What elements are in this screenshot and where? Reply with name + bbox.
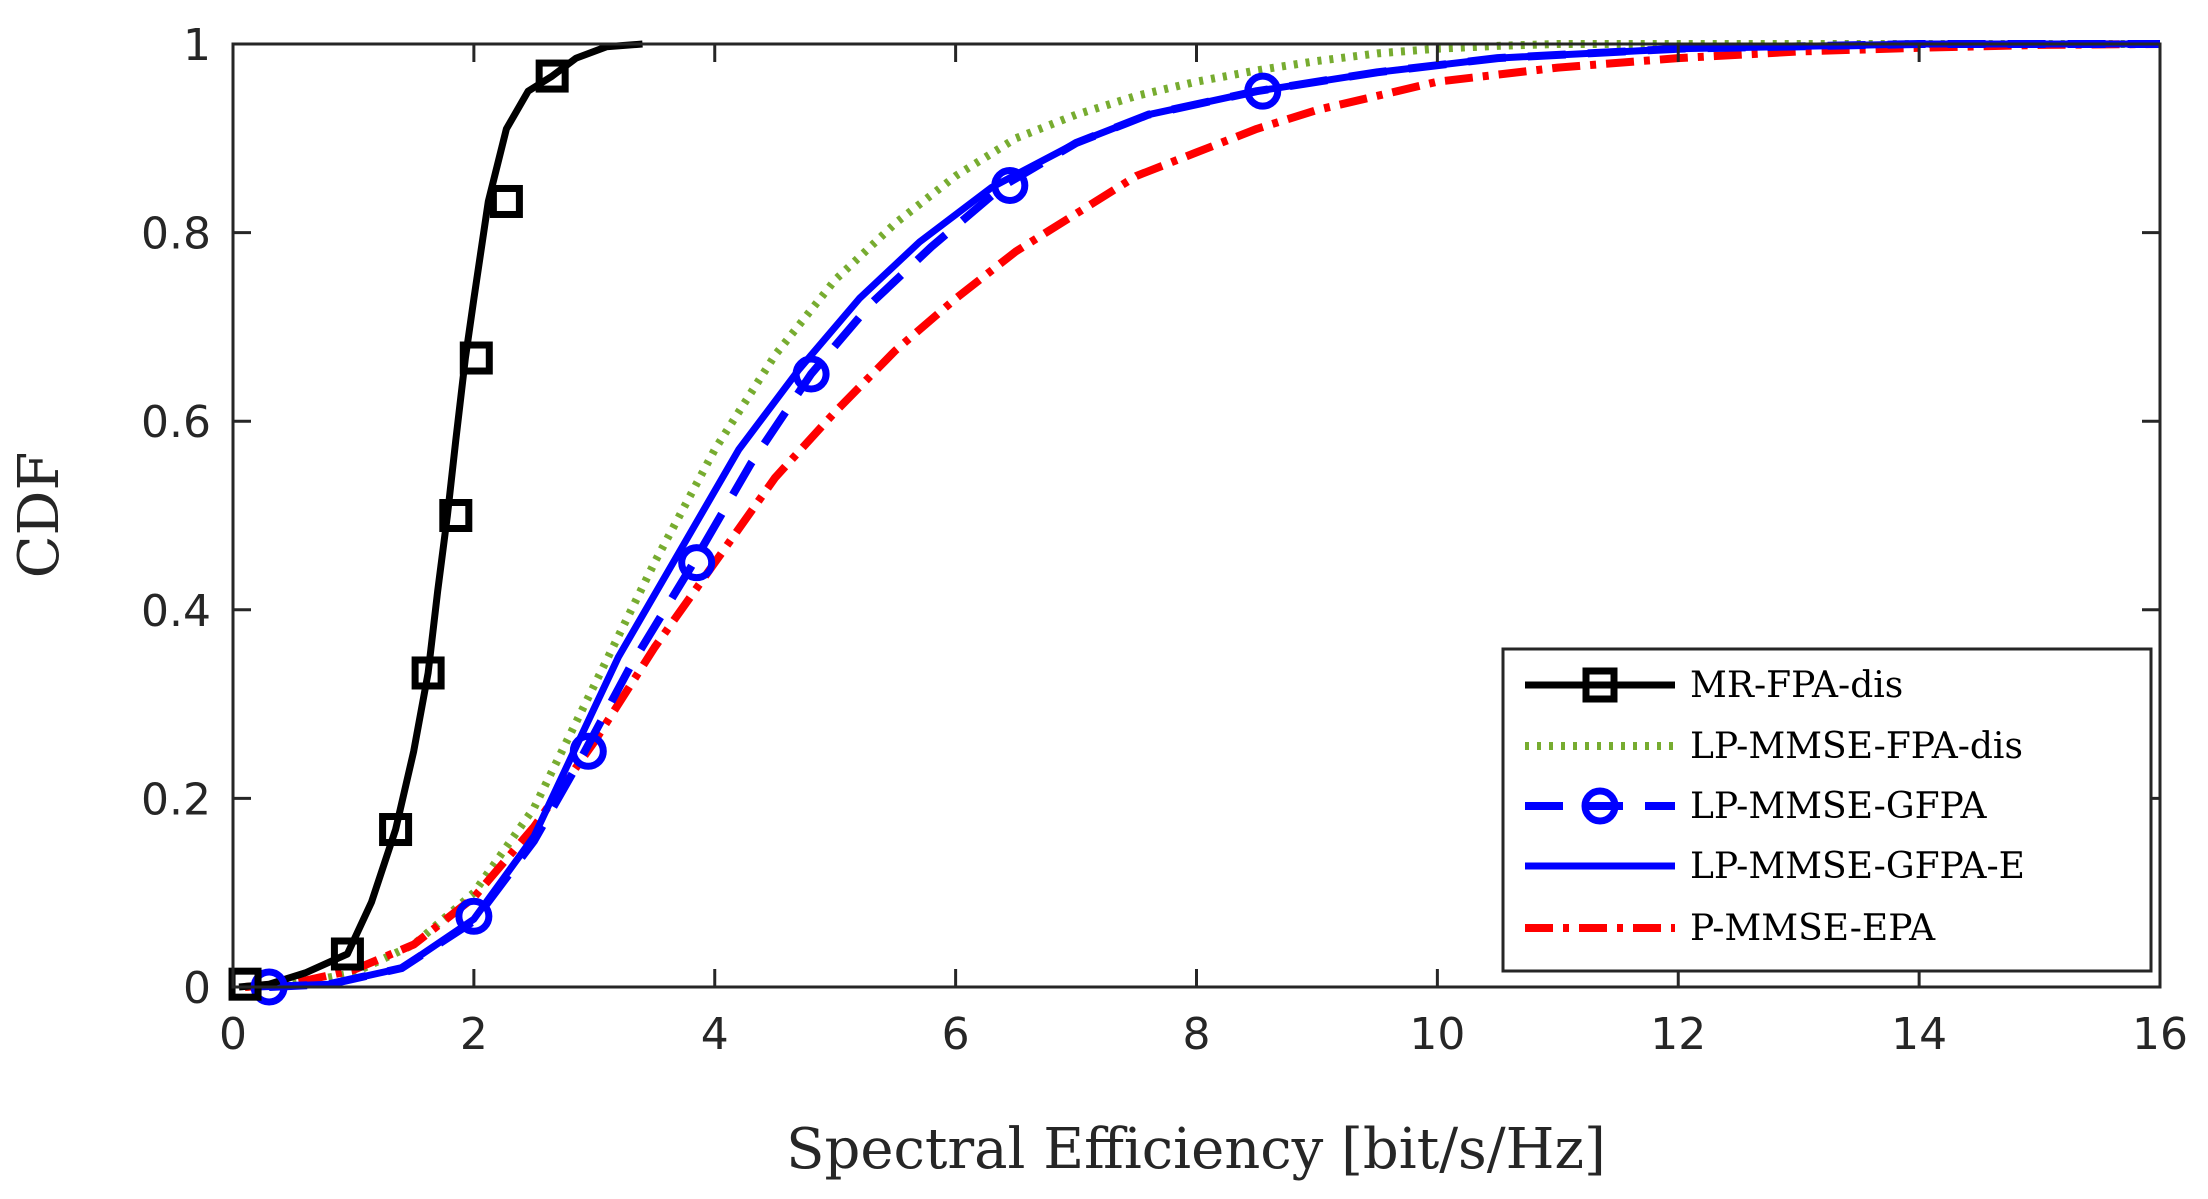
y-tick-label: 1 [183,20,211,71]
x-tick-label: 0 [219,1009,247,1060]
legend-label-mr-fpa-dis: MR-FPA-dis [1690,665,1903,706]
y-tick-label: 0.8 [141,209,211,260]
data-point-mr-fpa-dis [489,184,523,218]
data-point-mr-fpa-dis [330,937,364,971]
data-point-lp-mmse-gfpa [991,166,1029,204]
series-line-lp-mmse-gfpa [268,40,2160,991]
data-point-lp-mmse-gfpa [569,732,607,770]
x-tick-label: 14 [1891,1009,1947,1060]
legend-entry-lp-mmse-gfpa-e: LP-MMSE-GFPA-E [1525,846,2025,887]
legend-marker-lp-mmse-gfpa [1581,787,1619,825]
series-layer [238,40,2161,991]
legend: MR-FPA-dis LP-MMSE-FPA-dis LP-MMSE-GFPA … [1501,647,2153,973]
y-axis-title: CDF [7,452,72,579]
y-tick-label: 0.6 [141,397,211,448]
data-point-lp-mmse-gfpa [1244,72,1282,110]
x-tick-label: 2 [460,1009,488,1060]
x-tick-label: 6 [942,1009,970,1060]
legend-label-lp-mmse-fpa-dis: LP-MMSE-FPA-dis [1690,726,2023,767]
y-tick-label: 0.2 [141,774,211,825]
data-point-lp-mmse-gfpa [455,897,493,935]
series-line-lp-mmse-fpa-dis [244,40,2160,991]
legend-label-lp-mmse-gfpa: LP-MMSE-GFPA [1690,786,1987,827]
series-line-mr-fpa-dis [238,40,643,991]
y-tick-label: 0.4 [141,586,211,637]
x-tick-label: 4 [701,1009,729,1060]
data-point-mr-fpa-dis [459,341,493,375]
legend-marker-mr-fpa-dis [1582,667,1618,703]
legend-entry-mr-fpa-dis: MR-FPA-dis [1525,665,1903,706]
data-point-mr-fpa-dis [439,499,473,532]
x-axis-title: Spectral Efficiency [bit/s/Hz] [786,1117,1606,1182]
data-point-mr-fpa-dis [411,656,445,690]
legend-entry-lp-mmse-gfpa: LP-MMSE-GFPA [1525,786,1987,827]
y-tick-label: 0 [183,963,211,1014]
legend-entry-p-mmse-epa: P-MMSE-EPA [1525,908,1936,949]
legend-entry-lp-mmse-fpa-dis: LP-MMSE-FPA-dis [1525,726,2023,767]
x-tick-label: 8 [1183,1009,1211,1060]
data-point-mr-fpa-dis [379,813,413,847]
tick-layer: 0 2 4 6 8 10 12 14 16 0 0.2 0.4 0.6 0.8 1 [141,20,2188,1060]
x-tick-label: 10 [1409,1009,1465,1060]
x-tick-label: 12 [1650,1009,1706,1060]
legend-label-p-mmse-epa: P-MMSE-EPA [1690,908,1936,949]
legend-label-lp-mmse-gfpa-e: LP-MMSE-GFPA-E [1690,846,2025,887]
data-point-mr-fpa-dis [535,59,569,93]
data-point-lp-mmse-gfpa [792,355,830,393]
x-tick-label: 16 [2132,1009,2188,1060]
series-line-p-mmse-epa [244,40,2161,991]
data-point-lp-mmse-gfpa [678,544,716,582]
